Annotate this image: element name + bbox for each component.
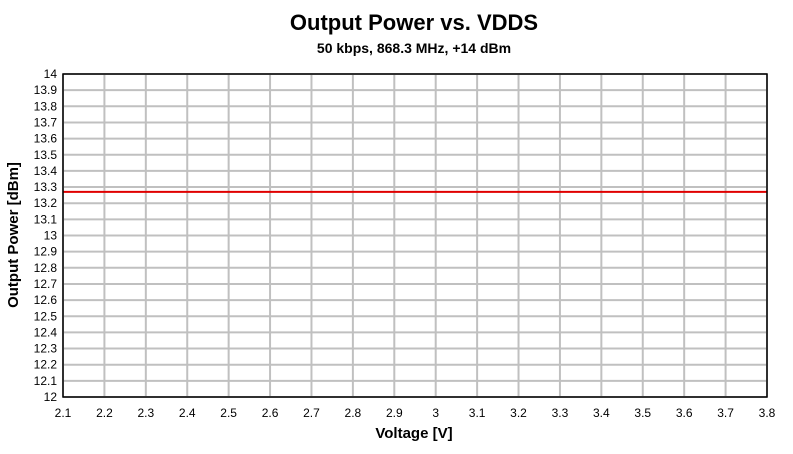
x-tick-label: 2.8 — [345, 406, 362, 420]
y-tick-label: 12.3 — [34, 342, 58, 356]
y-tick-label: 13.8 — [34, 99, 58, 113]
y-tick-label: 13.5 — [34, 148, 58, 162]
x-tick-label: 2.1 — [55, 406, 72, 420]
y-tick-label: 12.4 — [34, 325, 58, 339]
y-tick-label: 12 — [44, 390, 58, 404]
y-tick-label: 12.6 — [34, 293, 58, 307]
y-tick-label: 12.1 — [34, 374, 58, 388]
x-axis-label: Voltage [V] — [375, 425, 452, 442]
x-tick-label: 2.2 — [96, 406, 113, 420]
x-tick-label: 3.1 — [469, 406, 486, 420]
x-tick-label: 2.3 — [137, 406, 154, 420]
y-tick-label: 13.9 — [34, 83, 58, 97]
y-tick-label: 12.8 — [34, 261, 58, 275]
y-tick-label: 13.2 — [34, 196, 58, 210]
y-tick-label: 13.6 — [34, 132, 58, 146]
y-tick-label: 13 — [44, 229, 58, 243]
x-tick-label: 3.5 — [634, 406, 651, 420]
x-tick-label: 3.6 — [676, 406, 693, 420]
y-tick-labels: 12 12.1 12.2 12.3 12.4 12.5 12.6 12.7 12.8 12.9 13… — [34, 67, 58, 404]
x-tick-label: 3.7 — [717, 406, 734, 420]
x-tick-label: 2.6 — [262, 406, 279, 420]
y-tick-label: 12.9 — [34, 245, 58, 259]
x-tick-label: 3.2 — [510, 406, 527, 420]
y-tick-label: 12.7 — [34, 277, 58, 291]
x-tick-label: 2.9 — [386, 406, 403, 420]
y-tick-label: 13.4 — [34, 164, 58, 178]
grid-layer — [62, 73, 768, 398]
x-tick-label: 3.3 — [552, 406, 569, 420]
x-tick-label: 2.7 — [303, 406, 320, 420]
chart-title: Output Power vs. VDDS — [290, 10, 538, 35]
y-tick-label: 13.1 — [34, 212, 58, 226]
y-tick-label: 12.2 — [34, 358, 58, 372]
y-axis-label: Output Power [dBm] — [5, 162, 22, 308]
x-tick-label: 3.4 — [593, 406, 610, 420]
y-tick-label: 12.5 — [34, 309, 58, 323]
y-tick-label: 14 — [44, 67, 58, 81]
y-tick-label: 13.3 — [34, 180, 58, 194]
y-tick-label: 13.7 — [34, 115, 58, 129]
x-tick-labels: 2.1 2.2 2.3 2.4 2.5 2.6 2.7 2.8 2.9 3 3.1 3.2 3.3 3.4… — [55, 406, 776, 420]
plot-frame — [62, 73, 768, 398]
chart-subtitle: 50 kbps, 868.3 MHz, +14 dBm — [317, 40, 511, 56]
x-tick-label: 3.8 — [759, 406, 776, 420]
x-tick-label: 2.4 — [179, 406, 196, 420]
x-tick-label: 2.5 — [220, 406, 237, 420]
x-tick-label: 3 — [432, 406, 439, 420]
